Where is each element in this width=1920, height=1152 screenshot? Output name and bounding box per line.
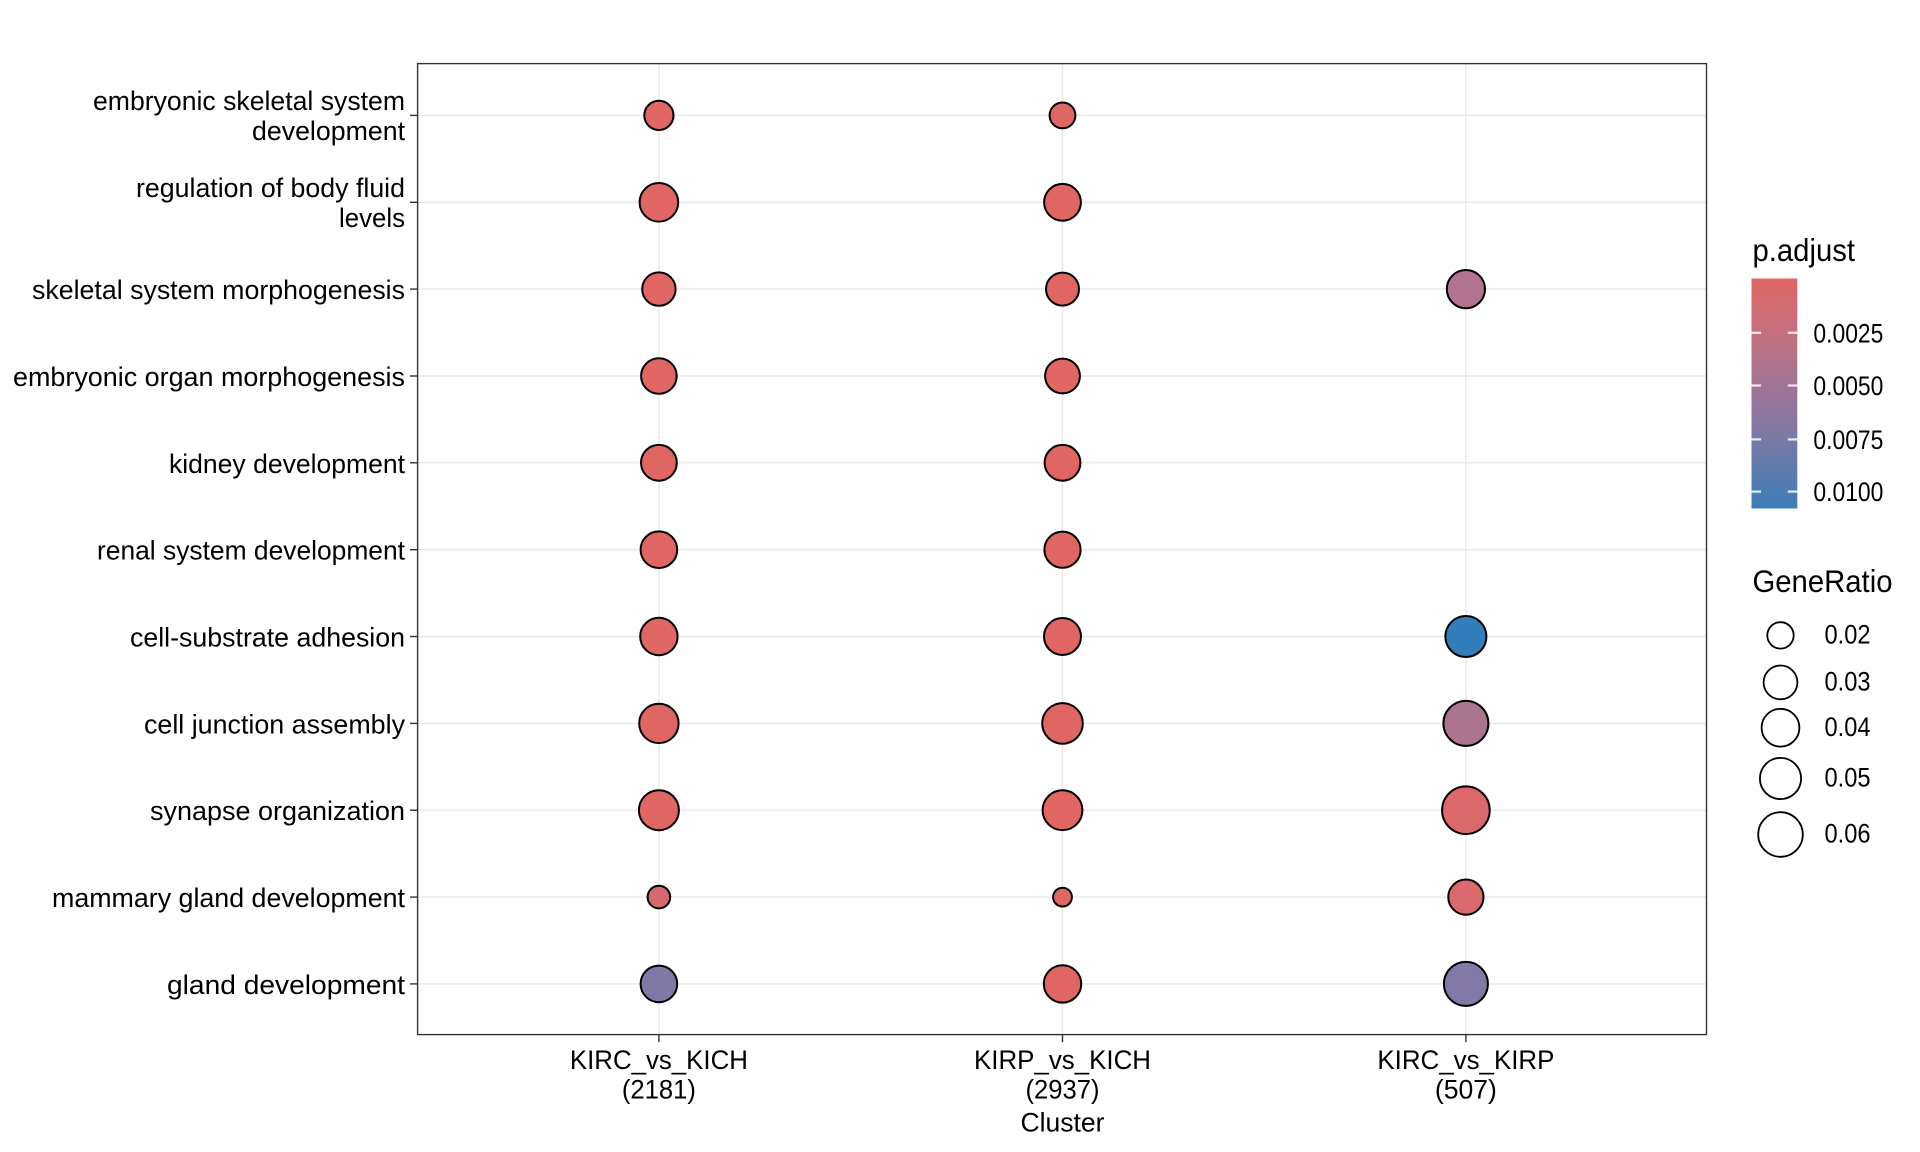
svg-text:cell-substrate adhesion: cell-substrate adhesion — [130, 623, 405, 653]
svg-text:KIRP_vs_KICH: KIRP_vs_KICH — [974, 1045, 1151, 1075]
svg-text:regulation of body fluid: regulation of body fluid — [136, 173, 405, 203]
svg-text:0.0100: 0.0100 — [1813, 477, 1883, 507]
svg-text:mammary gland development: mammary gland development — [52, 883, 406, 913]
svg-text:kidney development: kidney development — [169, 449, 406, 479]
svg-text:GeneRatio: GeneRatio — [1753, 563, 1893, 599]
svg-text:(2937): (2937) — [1026, 1074, 1100, 1104]
svg-text:embryonic organ morphogenesis: embryonic organ morphogenesis — [13, 362, 405, 392]
svg-text:development: development — [252, 116, 406, 146]
svg-text:0.0075: 0.0075 — [1813, 425, 1883, 455]
svg-text:0.0050: 0.0050 — [1813, 371, 1883, 401]
svg-text:0.0025: 0.0025 — [1813, 318, 1883, 348]
svg-text:renal system development: renal system development — [97, 536, 406, 566]
svg-text:0.05: 0.05 — [1825, 763, 1871, 793]
svg-text:Cluster: Cluster — [1021, 1107, 1105, 1137]
svg-text:cell junction assembly: cell junction assembly — [144, 709, 406, 739]
svg-text:embryonic skeletal system: embryonic skeletal system — [93, 86, 405, 116]
svg-text:synapse organization: synapse organization — [150, 796, 405, 826]
svg-text:0.03: 0.03 — [1825, 667, 1871, 697]
svg-text:0.04: 0.04 — [1825, 712, 1871, 742]
svg-text:(507): (507) — [1435, 1074, 1497, 1104]
svg-text:KIRC_vs_KICH: KIRC_vs_KICH — [570, 1045, 748, 1075]
svg-text:levels: levels — [339, 203, 405, 233]
svg-text:KIRC_vs_KIRP: KIRC_vs_KIRP — [1377, 1045, 1554, 1075]
svg-text:0.02: 0.02 — [1825, 620, 1871, 650]
svg-text:p.adjust: p.adjust — [1753, 232, 1856, 268]
svg-text:(2181): (2181) — [622, 1074, 696, 1104]
svg-text:skeletal system morphogenesis: skeletal system morphogenesis — [32, 275, 405, 305]
svg-text:0.06: 0.06 — [1825, 819, 1871, 849]
svg-text:gland development: gland development — [167, 970, 406, 1000]
